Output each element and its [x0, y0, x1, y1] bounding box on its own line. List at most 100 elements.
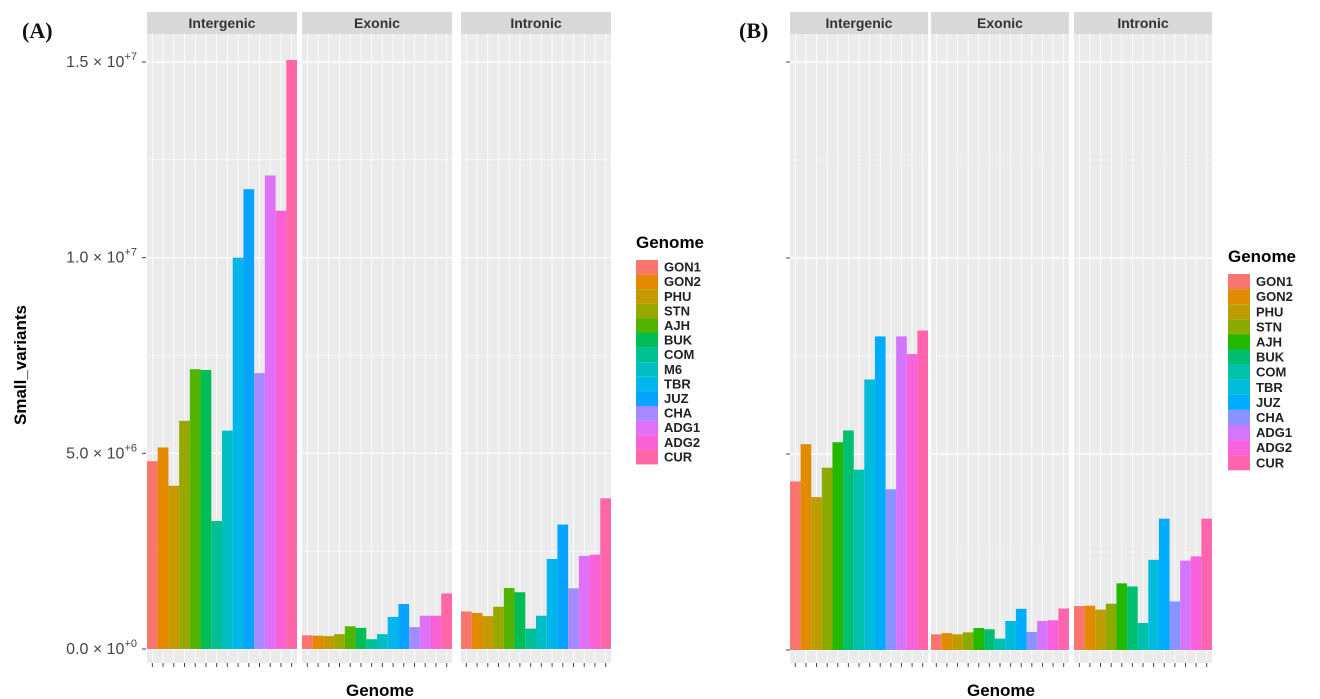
- x-axis-title-a: Genome: [346, 681, 414, 699]
- legend-swatch-juz: [636, 391, 658, 406]
- y-tick-label: 1.0 × 10+7: [66, 247, 137, 267]
- bar-intronic-phu: [1095, 609, 1106, 650]
- bar-intronic-ajh: [503, 587, 515, 649]
- legend-swatch-phu: [636, 289, 658, 304]
- bar-intergenic-com: [211, 521, 222, 649]
- bar-exonic-buk: [984, 629, 995, 650]
- legend-swatch-adg1: [636, 420, 658, 436]
- legend-swatch-tbr: [1228, 379, 1250, 395]
- legend-swatch-com: [1228, 364, 1250, 380]
- facet-strip-label: Intergenic: [189, 15, 256, 31]
- bar-intergenic-adg1: [896, 336, 907, 650]
- bar-intergenic-gon1: [790, 481, 801, 650]
- legend-swatch-gon1: [636, 260, 658, 275]
- legend-swatch-buk: [636, 333, 658, 348]
- bar-intronic-cha: [568, 588, 579, 649]
- chart-panel-b: Intergenic Exonic Intronic: [786, 12, 1212, 667]
- bar-intronic-adg2: [589, 554, 601, 649]
- bar-exonic-gon1: [302, 635, 313, 649]
- legend-swatch-gon2: [1228, 289, 1250, 305]
- plot-background: [302, 34, 452, 663]
- legend-label-juz: JUZ: [664, 391, 689, 406]
- legend-label-com: COM: [664, 347, 694, 362]
- bar-exonic-stn: [962, 632, 974, 650]
- facet-exonic: Exonic: [302, 12, 452, 667]
- bar-intronic-m6: [536, 615, 547, 649]
- legend-label-cur: CUR: [1256, 455, 1285, 470]
- legend-label-cha: CHA: [1256, 410, 1285, 425]
- bar-exonic-adg2: [430, 615, 442, 649]
- bar-intergenic-buk: [200, 369, 212, 649]
- legend-swatch-cha: [636, 406, 658, 421]
- bar-intergenic-cha: [885, 489, 897, 650]
- legend-swatch-stn: [636, 303, 658, 319]
- bar-intronic-ajh: [1116, 583, 1128, 650]
- facet-strip: [931, 12, 1069, 34]
- bar-intergenic-ajh: [189, 369, 201, 649]
- legend-swatch-phu: [1228, 304, 1250, 320]
- facet-intergenic: Intergenic: [790, 12, 928, 667]
- bar-exonic-juz: [398, 603, 410, 649]
- bar-intergenic-cha: [254, 373, 265, 649]
- legend-swatch-tbr: [636, 376, 658, 392]
- bar-exonic-cha: [409, 627, 420, 649]
- bar-intergenic-phu: [811, 497, 822, 650]
- legend-swatch-cur: [636, 449, 658, 465]
- legend-label-phu: PHU: [664, 289, 691, 304]
- facet-exonic: Exonic: [931, 12, 1069, 667]
- bar-intergenic-m6: [222, 430, 233, 649]
- bar-intronic-tbr: [546, 558, 558, 649]
- legend-swatch-juz: [1228, 394, 1250, 410]
- bar-intronic-gon2: [471, 612, 483, 649]
- bar-exonic-phu: [952, 634, 963, 650]
- legend-label-tbr: TBR: [1256, 380, 1283, 395]
- bar-intronic-adg1: [578, 555, 590, 649]
- facet-strip: [461, 12, 611, 34]
- legend-swatch-ajh: [1228, 334, 1250, 350]
- bar-intergenic-gon1: [147, 461, 158, 649]
- bar-intronic-phu: [482, 616, 494, 649]
- bar-exonic-cha: [1026, 631, 1038, 650]
- bar-intronic-gon1: [461, 611, 472, 649]
- bar-intergenic-gon2: [800, 444, 812, 650]
- legend-swatch-stn: [1228, 319, 1250, 335]
- bar-intronic-juz: [1158, 518, 1170, 650]
- bar-exonic-ajh: [973, 628, 985, 650]
- legend-swatch-gon1: [1228, 274, 1250, 290]
- bar-intronic-buk: [1127, 586, 1138, 650]
- legend-label-ajh: AJH: [664, 318, 690, 333]
- legend-label-tbr: TBR: [664, 376, 691, 391]
- bar-exonic-buk: [355, 627, 367, 649]
- bar-intronic-juz: [557, 524, 569, 649]
- legend-label-gon2: GON2: [664, 274, 701, 289]
- facet-intergenic: Intergenic: [147, 12, 297, 667]
- bar-intronic-stn: [493, 606, 504, 649]
- legend-label-adg1: ADG1: [1256, 425, 1292, 440]
- bar-exonic-gon2: [312, 635, 324, 649]
- y-axis-title: Small_variants: [11, 305, 30, 425]
- facet-intronic: Intronic: [1074, 12, 1212, 667]
- bar-intergenic-adg1: [264, 175, 276, 649]
- panel-label-b: (B): [739, 18, 768, 43]
- legend-label-gon1: GON1: [1256, 274, 1293, 289]
- bar-intergenic-tbr: [864, 379, 875, 650]
- facet-strip-label: Exonic: [354, 15, 400, 31]
- legend-label-cha: CHA: [664, 406, 693, 421]
- bar-intronic-cur: [600, 498, 611, 649]
- chart-panel-a: Intergenic Exonic Intronic 0.0 × 10+0 5.0 × …: [66, 12, 611, 667]
- facet-strip: [302, 12, 452, 34]
- legend-swatch-adg2: [636, 435, 658, 450]
- legend-label-buk: BUK: [664, 333, 693, 348]
- facet-strip-label: Intronic: [510, 15, 562, 31]
- legend-label-adg2: ADG2: [1256, 440, 1292, 455]
- facet-strip-label: Intergenic: [826, 15, 893, 31]
- bar-intergenic-gon2: [157, 447, 169, 649]
- facet-strip-label: Intronic: [1117, 15, 1169, 31]
- bar-intronic-adg1: [1180, 560, 1191, 650]
- legend-label-stn: STN: [1256, 319, 1282, 334]
- bar-exonic-com: [366, 639, 377, 649]
- bar-intergenic-com: [853, 469, 865, 650]
- legend-label-gon2: GON2: [1256, 289, 1293, 304]
- bar-intronic-com: [525, 628, 536, 649]
